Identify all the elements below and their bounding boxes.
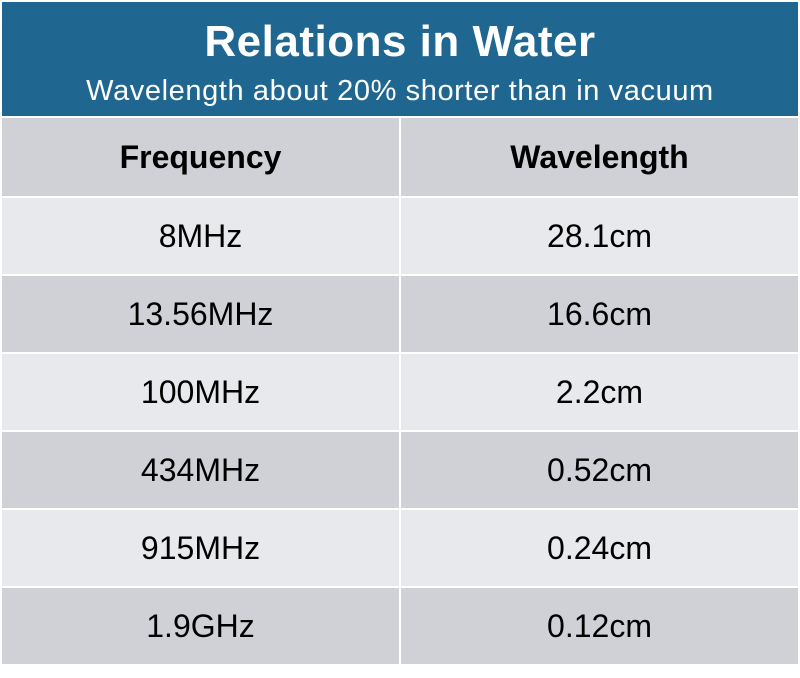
table-header-row: Frequency Wavelength bbox=[2, 118, 798, 197]
wavelength-cell: 28.1cm bbox=[399, 196, 798, 275]
wavelength-cell: 0.24cm bbox=[399, 508, 798, 587]
wavelength-cell: 2.2cm bbox=[399, 352, 798, 431]
wavelength-cell: 16.6cm bbox=[399, 274, 798, 353]
frequency-cell: 915MHz bbox=[2, 508, 400, 587]
wavelength-cell: 0.12cm bbox=[399, 586, 798, 664]
table-row: 13.56MHz 16.6cm bbox=[2, 274, 798, 353]
column-header-wavelength: Wavelength bbox=[399, 118, 798, 197]
table-row: 434MHz 0.52cm bbox=[2, 430, 798, 509]
wavelength-cell: 0.52cm bbox=[399, 430, 798, 509]
table-row: 915MHz 0.24cm bbox=[2, 508, 798, 587]
frequency-cell: 13.56MHz bbox=[2, 274, 400, 353]
column-header-frequency: Frequency bbox=[119, 138, 282, 175]
page-title: Relations in Water bbox=[204, 17, 596, 66]
frequency-cell: 1.9GHz bbox=[2, 586, 400, 664]
table-row: 1.9GHz 0.12cm bbox=[2, 586, 798, 664]
frequency-cell: 100MHz bbox=[2, 352, 400, 431]
frequency-cell: 8MHz bbox=[2, 196, 400, 275]
page-subtitle: Wavelength about 20% shorter than in vac… bbox=[86, 75, 714, 107]
title-banner: Relations in Water Wavelength about 20% … bbox=[2, 2, 798, 116]
table-row: 100MHz 2.2cm bbox=[2, 352, 798, 431]
table-row: 8MHz 28.1cm bbox=[2, 196, 798, 275]
relations-table: Frequency Wavelength 8MHz 28.1cm 13.56MH… bbox=[2, 118, 798, 664]
frequency-cell: 434MHz bbox=[2, 430, 400, 509]
